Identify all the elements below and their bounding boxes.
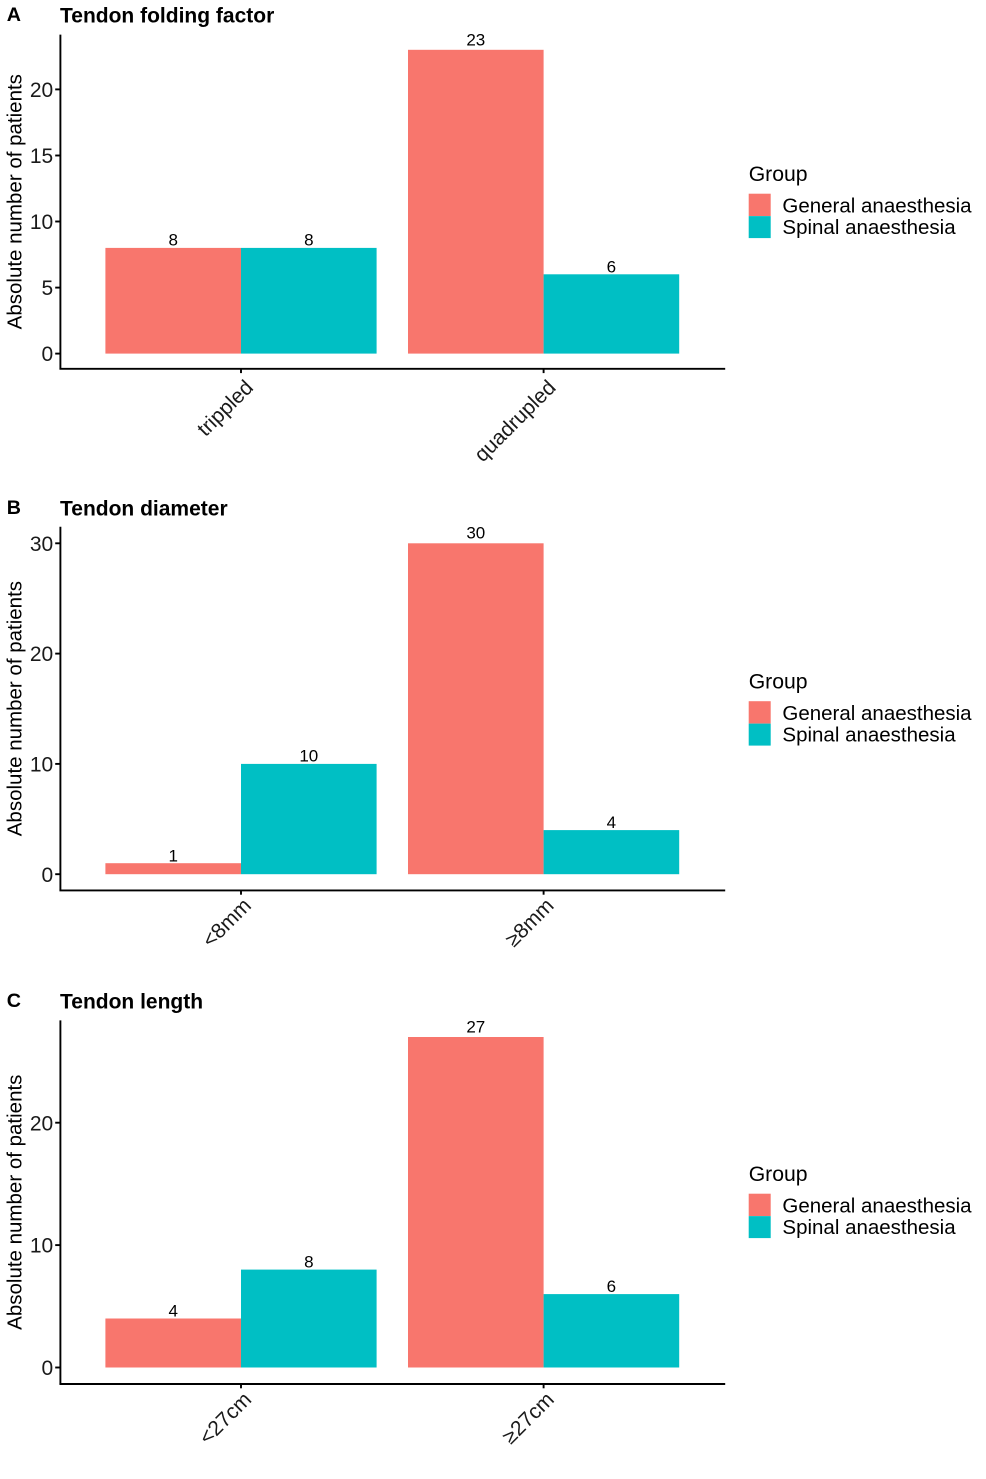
svg-text:10: 10: [30, 1235, 53, 1258]
svg-text:Group: Group: [749, 163, 808, 186]
svg-text:Group: Group: [749, 671, 808, 694]
svg-text:Group: Group: [749, 1163, 808, 1186]
svg-text:Absolute number of patients: Absolute number of patients: [3, 581, 26, 836]
svg-text:23: 23: [466, 31, 485, 50]
svg-text:General anaesthesia: General anaesthesia: [782, 195, 972, 218]
svg-text:10: 10: [299, 746, 318, 765]
svg-text:6: 6: [607, 1277, 616, 1296]
svg-text:8: 8: [304, 231, 313, 250]
svg-text:30: 30: [30, 533, 53, 556]
svg-text:30: 30: [466, 524, 485, 543]
svg-text:Spinal anaesthesia: Spinal anaesthesia: [782, 723, 956, 746]
svg-text:Absolute number of patients: Absolute number of patients: [3, 1075, 26, 1330]
svg-text:27: 27: [466, 1018, 485, 1037]
svg-text:8: 8: [168, 231, 177, 250]
svg-text:Spinal anaesthesia: Spinal anaesthesia: [782, 216, 956, 239]
svg-text:5: 5: [42, 277, 54, 300]
svg-text:General anaesthesia: General anaesthesia: [782, 702, 972, 725]
svg-text:Absolute number of patients: Absolute number of patients: [3, 74, 26, 329]
svg-text:6: 6: [607, 257, 616, 276]
svg-text:15: 15: [30, 145, 53, 168]
svg-text:Tendon folding factor: Tendon folding factor: [60, 5, 274, 28]
svg-text:C: C: [7, 990, 21, 1012]
svg-text:10: 10: [30, 211, 53, 234]
svg-text:Spinal anaesthesia: Spinal anaesthesia: [782, 1216, 956, 1239]
svg-text:B: B: [7, 497, 21, 519]
svg-text:4: 4: [168, 1302, 177, 1321]
svg-text:1: 1: [168, 847, 177, 866]
svg-text:Tendon length: Tendon length: [60, 991, 203, 1014]
svg-text:20: 20: [30, 79, 53, 102]
svg-text:20: 20: [30, 643, 53, 666]
svg-text:10: 10: [30, 754, 53, 777]
svg-text:8: 8: [304, 1252, 313, 1271]
svg-text:A: A: [7, 4, 21, 26]
svg-text:0: 0: [42, 1357, 54, 1380]
svg-text:General anaesthesia: General anaesthesia: [782, 1195, 972, 1218]
svg-text:20: 20: [30, 1112, 53, 1135]
svg-text:0: 0: [42, 864, 54, 887]
svg-text:4: 4: [607, 813, 616, 832]
svg-text:0: 0: [42, 343, 54, 366]
svg-text:Tendon diameter: Tendon diameter: [60, 498, 228, 521]
